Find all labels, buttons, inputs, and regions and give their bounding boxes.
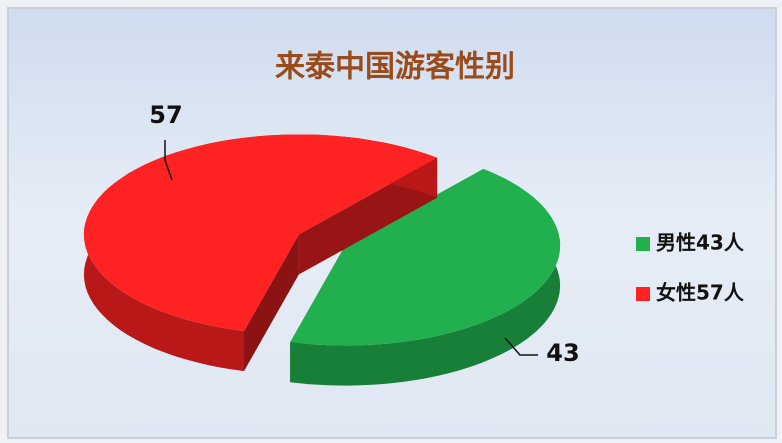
chart-title: 来泰中国游客性别: [275, 50, 515, 85]
legend-label: 女性57人: [656, 281, 745, 305]
legend-swatch: [636, 237, 650, 251]
pie-slice: [290, 169, 561, 346]
legend-swatch: [636, 287, 650, 301]
data-label: 43: [546, 339, 579, 367]
legend-label: 男性43人: [656, 231, 745, 255]
slice-side: [244, 234, 299, 372]
slice-side: [298, 157, 438, 275]
leader-line: [504, 337, 538, 356]
leader-line: [164, 140, 173, 181]
pie-slice-group: [290, 169, 561, 386]
data-label: 57: [149, 101, 182, 129]
pie-slice: [83, 134, 438, 332]
pie-slice-group: [83, 134, 438, 372]
slice-wall: [290, 169, 561, 386]
